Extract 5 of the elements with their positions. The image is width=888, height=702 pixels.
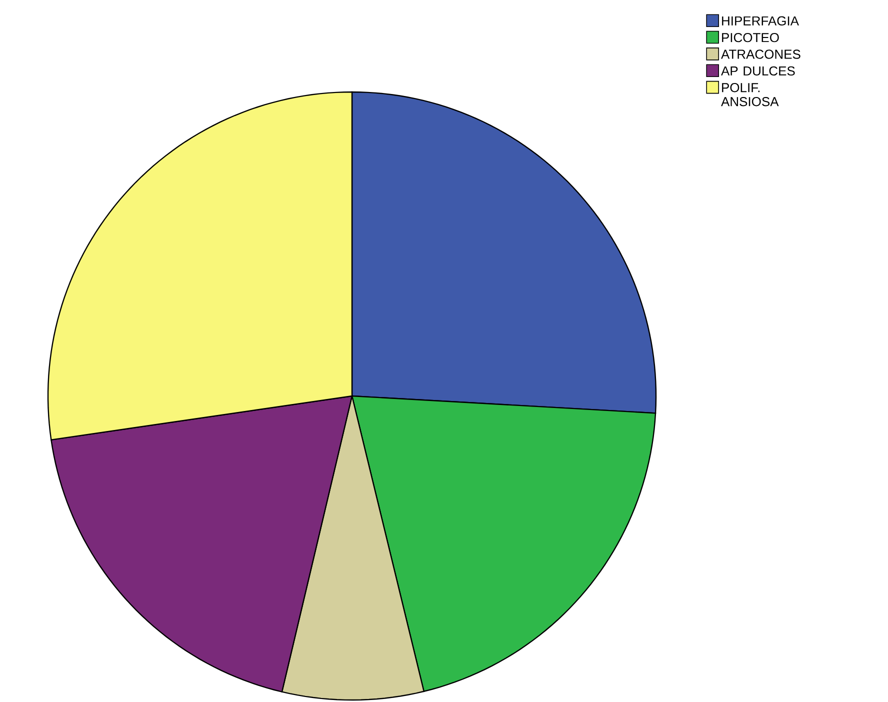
legend-label: ATRACONES — [721, 50, 800, 59]
legend-label: PICOTEO — [722, 32, 779, 42]
legend-label: HIPERFAGIA — [722, 16, 799, 26]
legend-label: AP DULCES — [721, 66, 795, 76]
legend-label: POLIF. ANSIOSA — [721, 83, 779, 106]
